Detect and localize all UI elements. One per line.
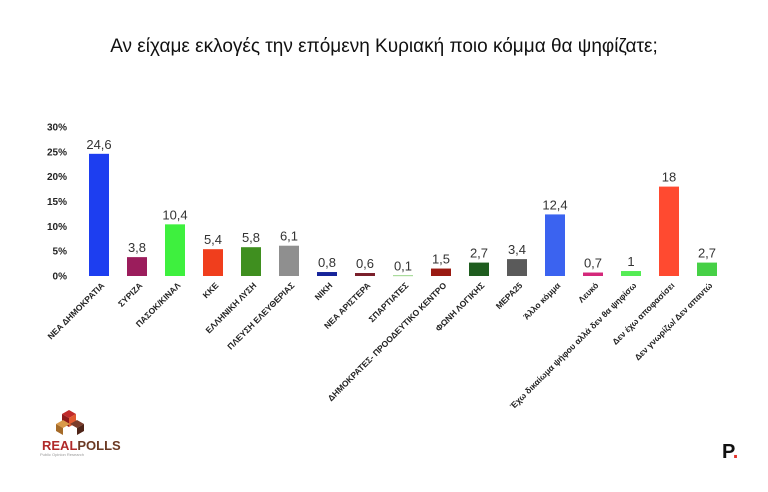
x-tick-label: ΝΕΑ ΔΗΜΟΚΡΑΤΙΑ [45, 280, 106, 341]
bar-value-label: 1,5 [432, 252, 450, 267]
brand-mark: P. [722, 441, 738, 463]
brand-letter: P [722, 441, 735, 463]
bar-value-label: 18 [662, 170, 676, 185]
x-tick-label: Λευκό [576, 280, 600, 304]
bar-value-label: 2,7 [470, 246, 488, 261]
x-tick-label: ΣΥΡΙΖΑ [116, 280, 144, 308]
y-axis: 0% 5% 10% 15% 20% 25% 30% [47, 123, 67, 283]
logo-text-real: REAL [42, 438, 77, 453]
y-tick-label: 0% [53, 272, 68, 283]
bar-value-label: 12,4 [542, 197, 567, 212]
y-tick-label: 30% [47, 123, 67, 134]
bar-value-label: 1 [627, 254, 634, 269]
x-tick-label: ΠΛΕΥΣΗ ΕΛΕΥΘΕΡΙΑΣ [225, 280, 296, 351]
bar-value-label: 24,6 [86, 137, 111, 152]
chart-title: Αν είχαμε εκλογές την επόμενη Κυριακή πο… [110, 36, 658, 57]
bar [355, 273, 375, 276]
svg-text:REALPOLLS: REALPOLLS [42, 438, 121, 453]
value-labels: 24,63,810,45,4 5,8 6,10,8 0,6 0,1 1,5 2,7 3,412… [86, 137, 716, 274]
bar [165, 224, 185, 276]
x-tick-label: Έχω δικαίωμα ψήφου αλλά δεν θα ψηφίσω [508, 280, 639, 411]
bar-value-label: 5,4 [204, 232, 222, 247]
bars [89, 153, 717, 277]
cube-icon [56, 410, 84, 435]
bar [545, 214, 565, 276]
x-tick-label: Άλλο κόμμα [521, 280, 563, 322]
bar [241, 247, 261, 276]
y-tick-label: 15% [47, 197, 67, 208]
brand-dot: . [733, 441, 739, 463]
svg-text:P.: P. [722, 441, 738, 463]
bar [507, 259, 527, 276]
bar-value-label: 0,7 [584, 256, 602, 271]
bar [127, 257, 147, 276]
bar [697, 262, 717, 276]
bar [393, 275, 413, 277]
bar-value-label: 3,4 [508, 242, 526, 257]
bar-value-label: 3,8 [128, 240, 146, 255]
bar-value-label: 0,8 [318, 255, 336, 270]
x-tick-label: ΜΕΡΑ25 [494, 280, 525, 311]
y-tick-label: 5% [53, 247, 68, 258]
bar-value-label: 0,6 [356, 256, 374, 271]
bar [659, 186, 679, 276]
bar [279, 245, 299, 276]
x-tick-label: ΚΚΕ [201, 280, 221, 300]
y-tick-label: 20% [47, 172, 67, 183]
bar [469, 262, 489, 276]
bar [583, 272, 603, 276]
bar [621, 271, 641, 276]
bar [317, 272, 337, 276]
logo-text-polls: POLLS [77, 438, 121, 453]
bar [89, 153, 109, 276]
y-tick-label: 25% [47, 147, 67, 158]
x-tick-label: ΝΙΚΗ [313, 280, 335, 302]
bar-value-label: 0,1 [394, 259, 412, 274]
bar [203, 249, 223, 276]
logo-tagline: Public Opinion Research [40, 452, 84, 457]
bar-value-label: 5,8 [242, 230, 260, 245]
bar [431, 268, 451, 276]
realpolls-logo: REALPOLLS Public Opinion Research [40, 410, 121, 457]
x-tick-label: Δεν έχω αποφασίσει [610, 280, 677, 347]
bar-value-label: 10,4 [162, 207, 187, 222]
y-tick-label: 10% [47, 222, 67, 233]
bar-value-label: 2,7 [698, 246, 716, 261]
x-tick-label: Δεν γνωρίζω/ Δεν απαντώ [632, 280, 714, 362]
bar-value-label: 6,1 [280, 229, 298, 244]
